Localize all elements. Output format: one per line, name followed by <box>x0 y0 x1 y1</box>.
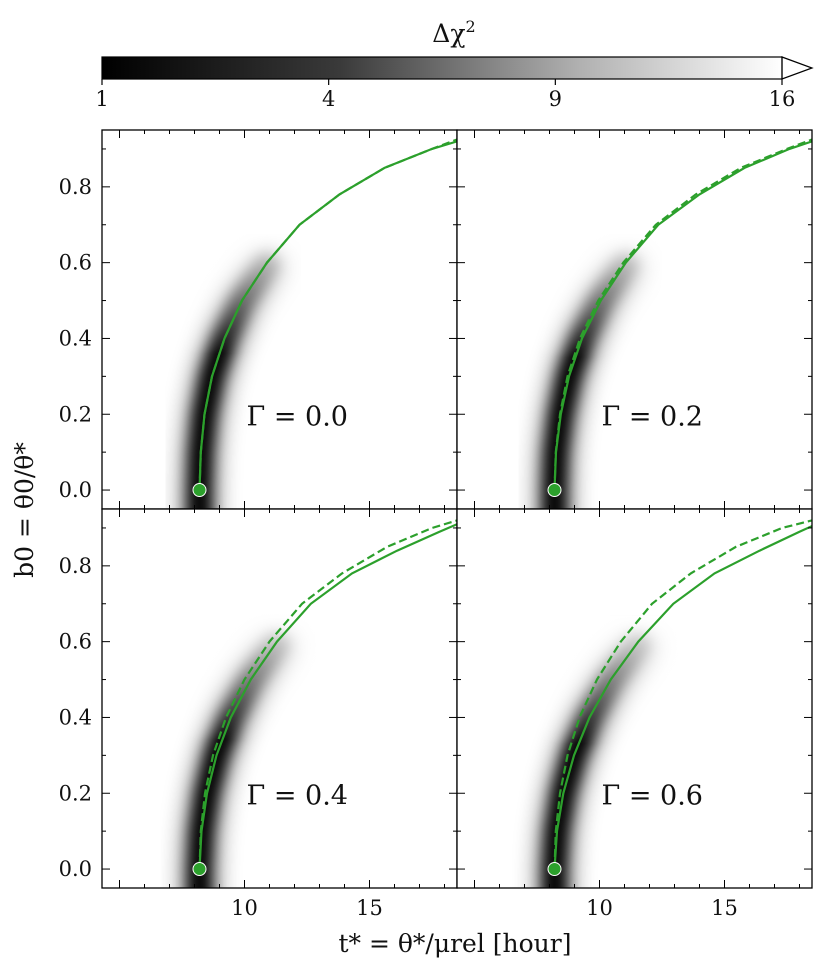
band-fade <box>457 228 812 358</box>
best-fit-marker <box>547 483 562 498</box>
panel-label: Γ = 0.0 <box>247 402 348 433</box>
series-dashed-line <box>198 519 457 870</box>
x-tick-label: 10 <box>231 896 258 920</box>
best-fit-marker <box>192 862 207 877</box>
y-tick-label: 0.2 <box>59 781 92 805</box>
panels: Γ = 0.0 0.0 0.2 0.4 0.6 0.8 Γ = 0.2 Γ = 0.4 10 15… <box>59 129 813 920</box>
panel: Γ = 0.2 <box>456 129 813 510</box>
panel-frame <box>456 508 813 889</box>
y-tick-label: 0.6 <box>59 630 92 654</box>
colorbar-extend-arrow <box>781 56 814 80</box>
x-tick-label: 10 <box>586 896 613 920</box>
band-fade-top <box>457 130 812 229</box>
colorbar-label: Δχ2 <box>432 17 475 48</box>
colorbar-label-superscript: 2 <box>466 17 476 36</box>
panel: Γ = 0.6 10 15 <box>456 508 813 920</box>
y-tick-label: 0.6 <box>59 251 92 275</box>
panel-label: Γ = 0.6 <box>602 781 703 812</box>
panel-plot-area <box>102 509 457 888</box>
panel: Γ = 0.0 0.0 0.2 0.4 0.6 0.8 <box>59 129 458 510</box>
colorbar: Δχ2 1 4 9 16 <box>95 17 814 111</box>
colorbar-ticks: 1 4 9 16 <box>95 79 795 111</box>
series-dashed-line <box>553 138 812 491</box>
colorbar-tick-label: 16 <box>769 87 796 111</box>
panel-plot-area <box>102 130 457 509</box>
y-tick-label: 0.0 <box>59 857 92 881</box>
best-fit-marker <box>192 483 207 498</box>
x-tick-label: 15 <box>356 896 383 920</box>
panel-label: Γ = 0.2 <box>602 402 703 433</box>
series-solid-line <box>553 140 812 491</box>
panel-plot-area <box>457 130 812 509</box>
y-tick-label: 0.8 <box>59 554 92 578</box>
colorbar-frame <box>101 56 783 80</box>
band-fade-top <box>102 509 457 612</box>
colorbar-gradient <box>102 57 782 79</box>
x-axis-title: t* = θ*/μrel [hour] <box>338 929 571 958</box>
panel: Γ = 0.4 10 15 0.0 0.2 0.4 0.6 0.8 <box>59 508 458 920</box>
y-tick-label: 0.4 <box>59 326 92 350</box>
best-fit-marker <box>547 862 562 877</box>
colorbar-tick-label: 1 <box>95 87 108 111</box>
band-fade-top <box>102 130 457 225</box>
y-tick-label: 0.4 <box>59 705 92 729</box>
band-fade <box>102 224 457 354</box>
band-fade-top <box>457 509 812 616</box>
band-fade <box>102 611 457 741</box>
y-tick-label: 0.2 <box>59 402 92 426</box>
series-solid-line <box>553 525 812 870</box>
series-solid-line <box>198 523 457 870</box>
x-tick-label: 15 <box>711 896 738 920</box>
y-tick-label: 0.0 <box>59 478 92 502</box>
series-dashed-line <box>553 519 812 870</box>
colorbar-tick-label: 4 <box>322 87 335 111</box>
y-axis-title: b0 = θ0/θ* <box>10 442 39 578</box>
y-tick-label: 0.8 <box>59 175 92 199</box>
panel-label: Γ = 0.4 <box>247 781 348 812</box>
series-dashed-line <box>198 138 457 491</box>
colorbar-tick-label: 9 <box>549 87 562 111</box>
band-fade <box>457 615 812 744</box>
panel-plot-area <box>457 509 812 888</box>
